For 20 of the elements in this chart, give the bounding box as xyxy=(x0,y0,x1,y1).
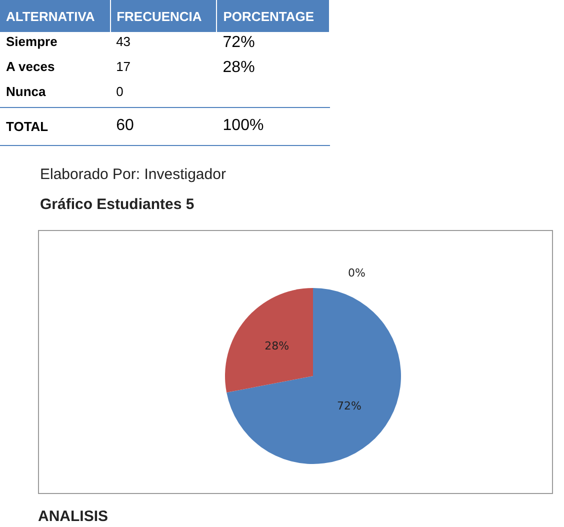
data-label: 0 xyxy=(115,83,124,101)
text: 0% xyxy=(348,266,366,280)
text: ALTERNATIVA xyxy=(0,0,110,32)
text: ANALISIS xyxy=(38,508,108,525)
category-label: Nunca xyxy=(5,83,47,101)
category-label: A veces xyxy=(5,58,56,76)
data-label: 28% xyxy=(264,340,290,353)
data-label: 72% xyxy=(336,399,362,412)
text: Elaborado Por: Investigador xyxy=(40,166,226,183)
data-label: 28% xyxy=(222,58,256,78)
data-label: 43 xyxy=(115,33,132,51)
chart-title: Gráfico Estudiantes 5 xyxy=(40,196,194,213)
data-label: 17 xyxy=(115,58,132,76)
text: 60 xyxy=(116,117,134,134)
text: 100% xyxy=(222,117,264,134)
text: FRECUENCIA xyxy=(110,0,217,32)
text: PORCENTAGE xyxy=(216,0,330,32)
category-label: Siempre xyxy=(5,33,58,51)
text: TOTAL xyxy=(5,118,50,136)
data-label: 72% xyxy=(222,33,256,53)
